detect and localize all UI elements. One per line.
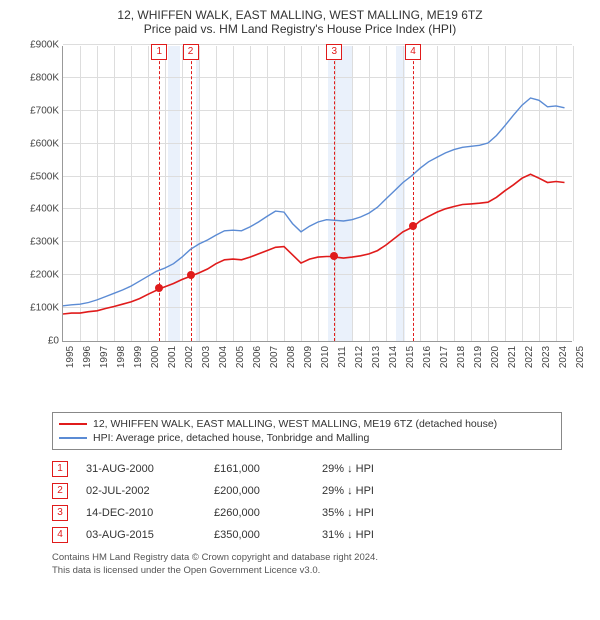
x-tick-label: 2018 (454, 346, 467, 368)
sales-row: 3 14-DEC-2010 £260,000 35% ↓ HPI (52, 502, 562, 524)
title-address: 12, WHIFFEN WALK, EAST MALLING, WEST MAL… (10, 8, 590, 22)
sales-row: 1 31-AUG-2000 £161,000 29% ↓ HPI (52, 458, 562, 480)
x-tick-label: 2025 (573, 346, 586, 368)
sale-date: 02-JUL-2002 (86, 485, 196, 497)
sale-date: 31-AUG-2000 (86, 463, 196, 475)
sale-date: 14-DEC-2010 (86, 507, 196, 519)
sale-point (330, 252, 338, 260)
sale-date: 03-AUG-2015 (86, 529, 196, 541)
x-tick-label: 2016 (420, 346, 433, 368)
sale-number-box: 3 (52, 505, 68, 521)
x-tick-label: 2022 (522, 346, 535, 368)
y-tick-label: £800K (30, 72, 63, 83)
sale-number-box: 1 (52, 461, 68, 477)
x-tick-label: 2001 (165, 346, 178, 368)
x-tick-label: 2012 (352, 346, 365, 368)
x-tick-label: 2017 (437, 346, 450, 368)
x-tick-label: 2020 (488, 346, 501, 368)
x-tick-label: 2015 (403, 346, 416, 368)
title-subtitle: Price paid vs. HM Land Registry's House … (10, 22, 590, 36)
x-tick-label: 2014 (386, 346, 399, 368)
y-tick-label: £700K (30, 105, 63, 116)
x-tick-label: 2000 (148, 346, 161, 368)
line-series-svg (63, 46, 573, 342)
plot-area: £0£100K£200K£300K£400K£500K£600K£700K£80… (62, 46, 572, 342)
x-tick-label: 1995 (63, 346, 76, 368)
sale-hpi-delta: 29% ↓ HPI (322, 485, 412, 497)
sale-point (155, 284, 163, 292)
chart-title: 12, WHIFFEN WALK, EAST MALLING, WEST MAL… (10, 8, 590, 36)
x-tick-label: 2024 (556, 346, 569, 368)
sale-hpi-delta: 29% ↓ HPI (322, 463, 412, 475)
legend-swatch (59, 437, 87, 439)
x-tick-label: 1998 (114, 346, 127, 368)
footer-attribution: Contains HM Land Registry data © Crown c… (52, 552, 590, 578)
footer-line1: Contains HM Land Registry data © Crown c… (52, 552, 590, 565)
x-tick-label: 1997 (97, 346, 110, 368)
x-tick-label: 2008 (284, 346, 297, 368)
x-tick-label: 2019 (471, 346, 484, 368)
y-tick-label: £400K (30, 204, 63, 215)
x-tick-label: 1996 (80, 346, 93, 368)
x-gridline (573, 46, 574, 341)
x-tick-label: 1999 (131, 346, 144, 368)
x-tick-label: 2007 (267, 346, 280, 368)
legend-item: 12, WHIFFEN WALK, EAST MALLING, WEST MAL… (59, 417, 555, 431)
legend-label: HPI: Average price, detached house, Tonb… (93, 432, 369, 444)
legend-swatch (59, 423, 87, 425)
sale-price: £260,000 (214, 507, 304, 519)
x-tick-label: 2009 (301, 346, 314, 368)
y-tick-label: £100K (30, 303, 63, 314)
legend-item: HPI: Average price, detached house, Tonb… (59, 431, 555, 445)
series-property (63, 174, 565, 314)
x-tick-label: 2013 (369, 346, 382, 368)
x-tick-label: 2002 (182, 346, 195, 368)
legend: 12, WHIFFEN WALK, EAST MALLING, WEST MAL… (52, 412, 562, 450)
x-tick-label: 2023 (539, 346, 552, 368)
x-tick-label: 2003 (199, 346, 212, 368)
sales-row: 2 02-JUL-2002 £200,000 29% ↓ HPI (52, 480, 562, 502)
sale-point (187, 271, 195, 279)
sale-price: £350,000 (214, 529, 304, 541)
x-tick-label: 2021 (505, 346, 518, 368)
sale-number-box: 4 (52, 527, 68, 543)
chart-area: £0 £100K £200K £300K £400K £500K £600K £700K £80… (20, 40, 580, 380)
chart-container: 12, WHIFFEN WALK, EAST MALLING, WEST MAL… (0, 0, 600, 584)
y-tick-label: £300K (30, 237, 63, 248)
x-tick-label: 2006 (250, 346, 263, 368)
y-tick-label: £600K (30, 138, 63, 149)
x-tick-label: 2011 (335, 346, 348, 368)
y-tick-label: £200K (30, 270, 63, 281)
x-tick-label: 2004 (216, 346, 229, 368)
sale-number-box: 2 (52, 483, 68, 499)
sale-price: £200,000 (214, 485, 304, 497)
x-tick-label: 2005 (233, 346, 246, 368)
sale-hpi-delta: 35% ↓ HPI (322, 507, 412, 519)
sales-row: 4 03-AUG-2015 £350,000 31% ↓ HPI (52, 524, 562, 546)
y-tick-label: £0 (48, 336, 63, 347)
sale-point (409, 222, 417, 230)
sale-price: £161,000 (214, 463, 304, 475)
sale-hpi-delta: 31% ↓ HPI (322, 529, 412, 541)
x-tick-label: 2010 (318, 346, 331, 368)
legend-label: 12, WHIFFEN WALK, EAST MALLING, WEST MAL… (93, 418, 497, 430)
y-gridline (63, 44, 572, 45)
y-tick-label: £500K (30, 171, 63, 182)
sales-table: 1 31-AUG-2000 £161,000 29% ↓ HPI 2 02-JUL-200… (52, 458, 562, 546)
y-tick-label: £900K (30, 40, 63, 51)
footer-line2: This data is licensed under the Open Gov… (52, 565, 590, 578)
